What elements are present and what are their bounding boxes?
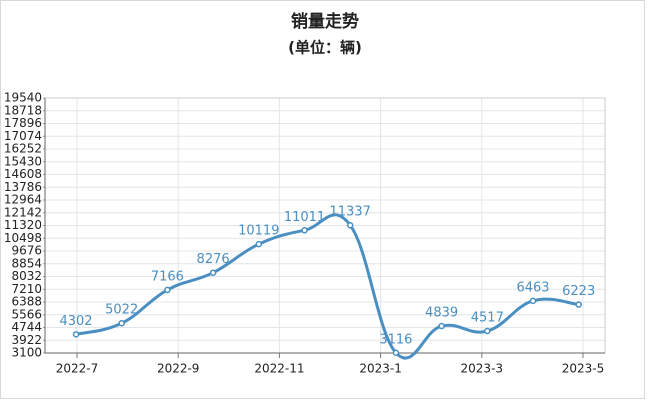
y-tick-label: 9676 [11,244,42,258]
y-tick-label: 19540 [4,91,42,105]
y-tick-label: 12142 [4,205,42,219]
chart-subtitle: (单位：辆) [288,39,362,57]
point [529,297,537,305]
y-tick-label: 12964 [4,193,42,207]
y-tick-label: 14608 [4,167,42,181]
point [392,349,400,357]
data-label: 7166 [151,269,184,284]
y-tick-label: 7210 [11,282,42,296]
data-label: 4302 [59,314,92,329]
point [209,269,217,276]
point [484,327,491,335]
x-tick-label: 2023-1 [359,362,402,376]
point [72,331,80,338]
y-tick-label: 6388 [11,295,42,309]
y-tick-label: 18718 [4,103,42,117]
y-tick-label: 5566 [11,307,42,321]
y-tick-label: 3100 [11,346,42,360]
y-tick-label: 17896 [4,116,42,130]
point [118,319,125,327]
x-tick-label: 2023-5 [562,362,605,376]
y-tick-label: 13786 [4,180,42,194]
data-label: 10119 [238,224,279,239]
y-tick-label: 4744 [11,320,42,334]
point [438,322,445,330]
point [301,227,308,234]
data-label: 4839 [425,306,458,321]
data-label: 6223 [562,284,595,299]
y-tick-label: 10498 [4,231,42,245]
point [255,240,263,248]
data-label: 6463 [516,280,549,295]
data-label: 11011 [284,210,325,225]
data-label: 5022 [105,303,138,318]
data-label: 3116 [379,332,412,347]
x-tick-label: 2022-11 [254,362,304,376]
y-tick-label: 17074 [4,129,42,143]
data-label: 8276 [197,252,230,267]
x-tick-label: 2022-7 [56,362,99,376]
point [575,301,582,308]
y-tick-label: 8854 [11,256,42,270]
y-tick-label: 15430 [4,154,42,168]
x-tick-label: 2022-9 [157,362,200,376]
x-tick-label: 2023-3 [461,362,504,376]
data-label: 11337 [330,205,371,220]
y-tick-label: 11320 [4,218,42,232]
data-label: 4517 [471,311,504,326]
y-tick-label: 16252 [4,142,42,156]
point [346,221,354,229]
y-tick-label: 3922 [11,333,42,347]
y-tick-label: 8032 [11,269,42,283]
point [164,286,171,294]
chart-title: 销量走势 [291,11,359,32]
plot: 4302 5022 7166 8276 10119 11011 11337 3116 4839 4… [59,205,595,360]
